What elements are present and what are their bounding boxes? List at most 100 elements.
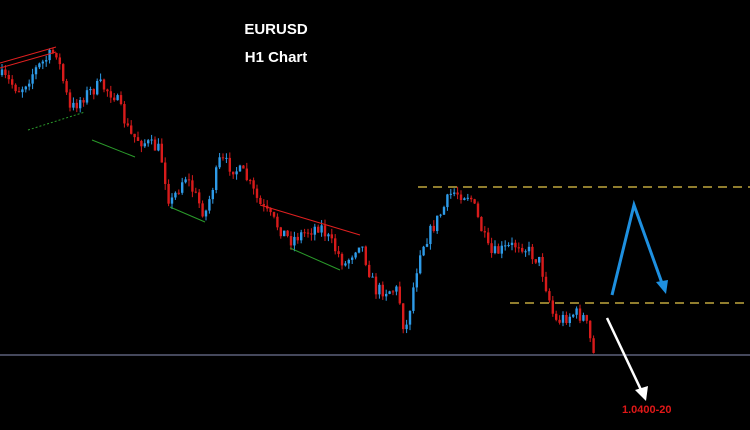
candle-body	[269, 208, 272, 213]
candle-body	[578, 308, 582, 321]
trendline	[259, 204, 361, 236]
candle-body	[497, 246, 500, 254]
candle-body	[289, 235, 293, 246]
candle-body	[28, 83, 31, 87]
projection-arrow	[610, 199, 665, 296]
candle-body	[119, 95, 123, 105]
candle-body	[157, 143, 160, 151]
candle-body	[194, 191, 197, 193]
candle-body	[340, 253, 344, 266]
candle-body	[279, 227, 282, 237]
candle-body	[459, 194, 463, 200]
candle-body	[283, 230, 286, 237]
candle-body	[130, 125, 133, 134]
candle-body	[204, 210, 208, 217]
candle-body	[181, 182, 184, 193]
candle-body	[300, 232, 303, 241]
candle-body	[453, 192, 456, 194]
candle-body	[592, 338, 595, 353]
candle-body	[102, 79, 106, 90]
candle-body	[99, 79, 102, 81]
candle-body	[238, 165, 242, 172]
candle-body	[133, 133, 136, 138]
candle-body	[473, 199, 476, 204]
candle-body	[106, 89, 109, 92]
candle-body	[170, 197, 174, 204]
candle-body	[153, 139, 157, 151]
candle-body	[75, 102, 78, 109]
candle-body	[514, 242, 517, 248]
candle-body	[4, 69, 7, 75]
candle-body	[31, 74, 34, 84]
candle-body	[364, 246, 367, 265]
candle-body	[419, 255, 422, 274]
candle-body	[48, 49, 51, 61]
candle-body	[150, 139, 153, 141]
candle-body	[480, 216, 483, 232]
candle-body	[7, 74, 10, 80]
arrow-head	[656, 280, 668, 294]
trendline	[0, 51, 57, 69]
candle-body	[589, 320, 592, 339]
candle-body	[323, 225, 327, 237]
candle-body	[58, 57, 61, 65]
trendlines	[0, 46, 361, 271]
candle-body	[201, 203, 204, 217]
trendline	[91, 139, 136, 158]
candle-body	[228, 157, 231, 172]
candle-body	[354, 252, 357, 258]
candle-body	[109, 91, 112, 98]
bearish-arrow	[605, 317, 644, 393]
candle-body	[296, 236, 299, 241]
candle-body	[262, 204, 265, 206]
candles	[0, 47, 595, 354]
candle-body	[65, 81, 68, 93]
trendline	[0, 46, 57, 64]
trendline	[169, 206, 206, 223]
candle-body	[113, 97, 116, 101]
candle-body	[68, 92, 72, 108]
candle-body	[218, 157, 221, 168]
trendline	[27, 111, 86, 131]
candle-body	[412, 287, 415, 311]
candle-body	[198, 192, 201, 204]
candle-body	[568, 316, 571, 324]
candle-body	[225, 157, 228, 159]
candle-body	[79, 100, 82, 109]
candle-body	[432, 225, 435, 232]
timeframe: H1 Chart	[245, 49, 308, 66]
trendline	[289, 247, 341, 271]
candle-body	[310, 233, 313, 235]
candle-body	[24, 86, 27, 90]
candle-body	[374, 276, 378, 295]
candle-body	[221, 157, 225, 159]
candle-body	[436, 215, 439, 232]
candle-body	[116, 95, 119, 101]
candle-body	[17, 91, 21, 93]
candle-body	[313, 226, 316, 235]
candle-body	[391, 291, 395, 293]
candle-body	[330, 234, 333, 239]
candle-body	[490, 243, 493, 253]
candle-body	[534, 259, 537, 263]
candle-body	[456, 192, 459, 195]
candle-body	[167, 183, 170, 204]
candle-body	[82, 100, 85, 103]
candle-body	[306, 232, 310, 234]
candle-body	[483, 231, 486, 233]
candle-body	[425, 244, 429, 247]
candle-body	[422, 246, 425, 256]
candle-body	[347, 259, 350, 264]
candle-body	[357, 247, 361, 253]
candle-body	[368, 264, 371, 277]
candle-body	[544, 276, 548, 292]
candle-body	[402, 303, 405, 330]
candle-body	[242, 165, 245, 169]
candle-body	[252, 180, 255, 189]
candle-body	[174, 192, 177, 198]
candle-body	[235, 171, 238, 175]
candle-body	[147, 140, 150, 144]
candle-body	[538, 256, 541, 263]
candle-body	[126, 123, 129, 126]
